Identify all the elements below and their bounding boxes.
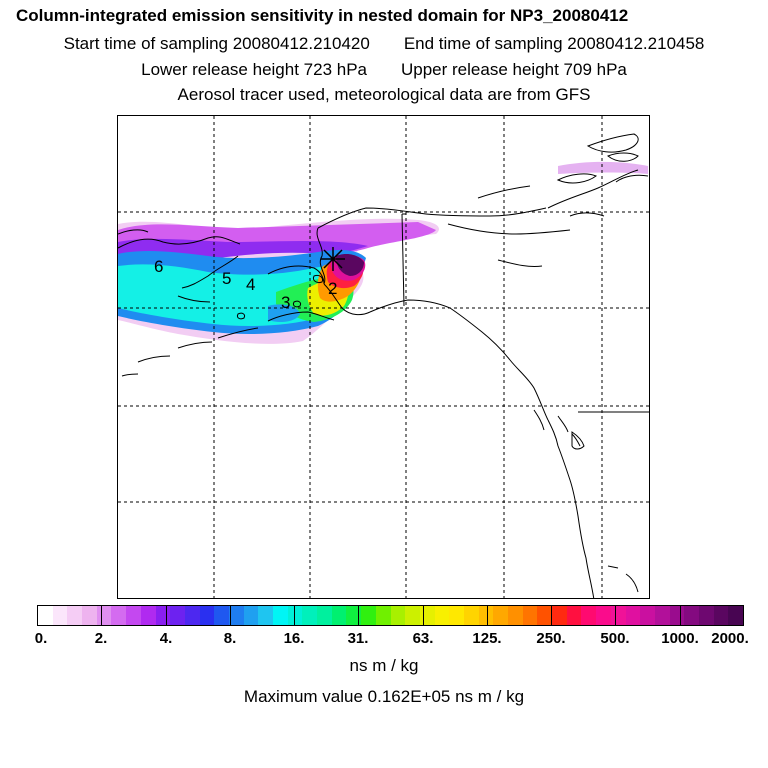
colorbar-swatch (52, 606, 68, 625)
colorbar-swatch (596, 606, 611, 625)
colorbar-swatch (302, 606, 318, 625)
colorbar-swatch (552, 606, 567, 625)
colorbar-tick-labels: 0. 2. 4. 8. 16. 31. 63. 125. 250. 500. 1000. 2000. (0, 630, 768, 650)
colorbar-tick-label: 8. (223, 630, 237, 647)
colorbar-tick-label: 16. (283, 630, 305, 647)
colorbar-tick-label: 125. (472, 630, 502, 647)
colorbar-tick-label: 2. (94, 630, 108, 647)
colorbar-swatch (508, 606, 523, 625)
colorbar-swatch (170, 606, 185, 625)
colorbar-swatch (111, 606, 127, 625)
colorbar-tick-label: 500. (600, 630, 630, 647)
coastlines (118, 133, 649, 598)
release-height-line: Lower release height 723 hPa Upper releas… (0, 60, 768, 80)
colorbar-swatch (287, 606, 303, 625)
colorbar-tick (101, 605, 102, 626)
colorbar-swatch (228, 606, 244, 625)
colorbar-swatch (273, 606, 288, 625)
sampling-time-line: Start time of sampling 20080412.210420 En… (0, 34, 768, 54)
colorbar-swatch (331, 606, 347, 625)
cluster-label-2: 2 (328, 279, 337, 298)
colorbar-swatch (258, 606, 273, 625)
colorbar-swatch (361, 606, 376, 625)
cluster-label-3: 3 (281, 293, 290, 312)
colorbar-tick (487, 605, 488, 626)
colorbar-swatch (463, 606, 479, 625)
colorbar-swatch (537, 606, 553, 625)
colorbar-tick-label: 0. (34, 630, 48, 647)
colorbar-tick (680, 605, 681, 626)
colorbar-swatch (96, 606, 112, 625)
lower-release-label: Lower release height 723 hPa (141, 60, 367, 79)
colorbar-tick-label: 2000. (711, 630, 749, 647)
start-time-label: Start time of sampling 20080412.210420 (63, 34, 370, 53)
colorbar-swatch (390, 606, 406, 625)
colorbar-swatch (140, 606, 156, 625)
colorbar-ticks (37, 605, 744, 626)
colorbar-swatch (184, 606, 200, 625)
colorbar-swatch (566, 606, 582, 625)
cluster-label-5: 5 (222, 269, 231, 288)
colorbar-swatch (640, 606, 655, 625)
colorbar-swatch (67, 606, 83, 625)
plume-east-trace (558, 161, 648, 174)
colorbar-swatch (214, 606, 229, 625)
max-value-label: Maximum value 0.162E+05 ns m / kg (243, 687, 525, 706)
colorbar-tick-label: 4. (159, 630, 173, 647)
colorbar-swatch (346, 606, 362, 625)
tracer-note: Aerosol tracer used, meteorological data… (177, 85, 591, 104)
colorbar-swatch (243, 606, 259, 625)
colorbar-swatch (713, 606, 729, 625)
colorbar-swatch (654, 606, 670, 625)
graticule (118, 116, 649, 598)
colorbar-tick (294, 605, 295, 626)
colorbar-tick (423, 605, 424, 626)
colorbar-swatch (82, 606, 97, 625)
end-time-label: End time of sampling 20080412.210458 (403, 34, 705, 53)
cluster-label-6: 6 (154, 257, 163, 276)
map-title: Column-integrated emission sensitivity i… (16, 6, 629, 25)
colorbar-swatch (684, 606, 699, 625)
map-panel: 6 5 4 3 2 (117, 115, 650, 599)
colorbar-tick (551, 605, 552, 626)
colorbar-tick (230, 605, 231, 626)
colorbar-swatch (317, 606, 332, 625)
colorbar-swatch (698, 606, 714, 625)
colorbar-swatch (375, 606, 391, 625)
colorbar-tick (358, 605, 359, 626)
colorbar-tick-label: 31. (347, 630, 369, 647)
cluster-label-4: 4 (246, 275, 255, 294)
asterisk-icon (321, 247, 345, 271)
colorbar-swatch (449, 606, 464, 625)
colorbar-tick-label: 1000. (661, 630, 699, 647)
colorbar-swatch (434, 606, 450, 625)
colorbar-swatch (581, 606, 597, 625)
sensitivity-plume (118, 161, 648, 344)
colorbar-swatch (728, 606, 743, 625)
colorbar-swatch (493, 606, 508, 625)
colorbar-swatch (38, 606, 53, 625)
colorbar-swatch (126, 606, 141, 625)
colorbar-swatch (610, 606, 626, 625)
colorbar-swatch (625, 606, 641, 625)
colorbar-tick-label: 250. (536, 630, 566, 647)
colorbar-swatch (405, 606, 420, 625)
unit-label: ns m / kg (349, 656, 419, 675)
map-canvas: 6 5 4 3 2 (118, 116, 649, 598)
colorbar-tick-label: 63. (412, 630, 434, 647)
colorbar-tick (615, 605, 616, 626)
colorbar-swatch (199, 606, 215, 625)
colorbar-swatch (522, 606, 538, 625)
colorbar-tick (166, 605, 167, 626)
colorbar-swatch (478, 606, 494, 625)
upper-release-label: Upper release height 709 hPa (401, 60, 627, 79)
